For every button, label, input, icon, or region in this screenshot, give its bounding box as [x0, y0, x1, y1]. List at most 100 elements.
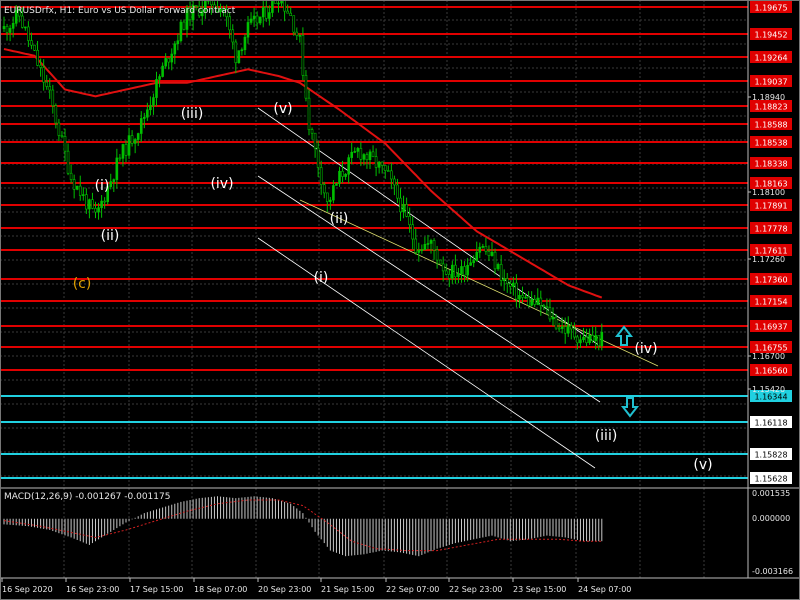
candle-body [359, 148, 363, 160]
y-tick-label: 1.18100 [752, 188, 785, 197]
candle-body [72, 179, 76, 190]
candle-body [600, 331, 604, 347]
candle-body [563, 326, 567, 334]
candle-body [505, 278, 509, 284]
candle-body [597, 335, 601, 347]
elliott-wave-label: (iii) [595, 428, 618, 444]
candle-body [298, 35, 302, 37]
candle-body [469, 262, 472, 266]
candle-body [447, 274, 451, 279]
support-level-tag [750, 390, 792, 402]
candle-body [27, 26, 30, 41]
candle-body [536, 297, 540, 305]
candle-body [185, 7, 189, 30]
candle-body [164, 58, 167, 67]
candle-body [484, 246, 488, 252]
price-level-tag [750, 1, 792, 13]
x-tick-label: 24 Sep 07:00 [578, 585, 631, 594]
elliott-wave-label: (ii) [330, 211, 349, 227]
up-arrow-icon [614, 325, 634, 346]
candle-body [554, 316, 558, 329]
price-level-tag [750, 273, 792, 285]
x-tick-label: 22 Sep 07:00 [386, 585, 439, 594]
candle-body [594, 335, 598, 341]
candle-body [548, 307, 552, 320]
candle-body [237, 50, 241, 64]
candle-body [307, 97, 311, 130]
candle-body [383, 165, 387, 171]
candle-body [158, 76, 161, 80]
candle-body [146, 109, 149, 118]
x-tick-label: 21 Sep 15:00 [321, 585, 374, 594]
candle-body [78, 185, 82, 196]
candle-body [17, 10, 21, 17]
candle-body [386, 170, 390, 172]
candle-body [188, 7, 192, 21]
candle-body [106, 186, 109, 203]
elliott-wave-label: (iii) [181, 106, 204, 122]
candle-body [475, 252, 479, 261]
candle-body [591, 335, 594, 341]
elliott-wave-label: (v) [273, 101, 292, 117]
candle-body [551, 316, 555, 320]
candle-body [100, 200, 103, 208]
candle-body [341, 170, 344, 177]
moving-average-line [3, 48, 603, 299]
price-level-label: 1.19264 [754, 54, 787, 63]
y-tick-label: 1.18940 [752, 93, 785, 102]
macd-tick-label: 0.001535 [752, 489, 790, 498]
candle-body [124, 144, 128, 156]
elliott-wave-label: (ii) [101, 228, 120, 244]
candle-body [322, 184, 326, 194]
candle-body [115, 157, 119, 180]
price-level-label: 1.18538 [754, 139, 787, 148]
price-level-label: 1.16560 [754, 367, 787, 376]
support-level-tag [750, 416, 792, 428]
candle-body [521, 295, 524, 298]
candle-body [374, 156, 378, 168]
candle-body [130, 135, 134, 144]
support-level-label: 1.16118 [754, 419, 787, 428]
support-level-label: 1.16344 [754, 393, 787, 402]
candle-body [243, 36, 247, 51]
candle-body [573, 328, 576, 338]
candle-body [51, 89, 55, 106]
candle-body [85, 194, 88, 210]
macd-tick-label: -0.003166 [752, 567, 793, 576]
candle-body [170, 53, 174, 63]
candle-body [173, 43, 177, 55]
candle-body [390, 170, 393, 180]
support-level-tag [750, 472, 792, 484]
candle-body [588, 335, 591, 344]
candle-body [319, 167, 323, 185]
candle-body [182, 21, 186, 30]
moving-average-layer [3, 48, 603, 299]
candle-body [33, 44, 36, 51]
candle-body [444, 270, 448, 275]
candle-body [277, 2, 280, 5]
candle-body [454, 264, 457, 278]
candle-body [57, 122, 61, 136]
elliott-wave-label: (v) [693, 457, 712, 473]
price-level-tag [750, 118, 792, 130]
candle-body [271, 0, 274, 13]
price-level-label: 1.17778 [754, 225, 787, 234]
candle-body [576, 336, 579, 344]
candle-body [161, 65, 164, 77]
candle-body [42, 67, 45, 83]
elliott-wave-label: (iv) [634, 341, 657, 357]
candle-body [365, 154, 369, 161]
candle-body [11, 23, 15, 29]
candle-body [344, 173, 347, 177]
price-level-tag [750, 28, 792, 40]
candle-body [30, 40, 33, 46]
candle-body [191, 5, 195, 21]
price-level-label: 1.18588 [754, 121, 787, 130]
candle-body [289, 12, 293, 17]
y-tick-label: 1.17260 [752, 255, 785, 264]
candle-body [179, 21, 183, 42]
candle-body [14, 10, 18, 24]
candle-body [103, 200, 106, 203]
candle-body [432, 240, 436, 251]
